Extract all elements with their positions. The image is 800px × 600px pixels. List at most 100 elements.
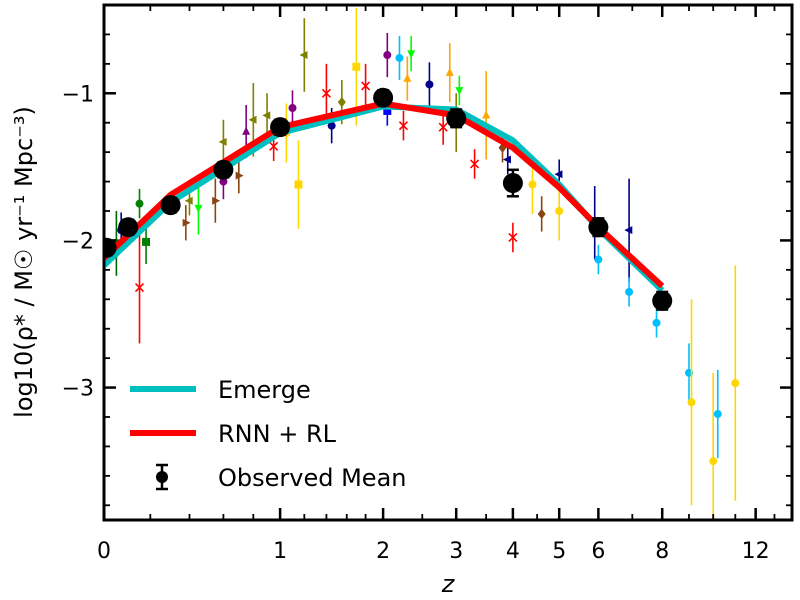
x-tick-label: 0 bbox=[97, 539, 111, 564]
observation-marker bbox=[470, 159, 480, 169]
observation-point bbox=[182, 205, 191, 241]
observation-marker bbox=[361, 81, 371, 91]
observation-marker bbox=[248, 115, 257, 124]
observation-point bbox=[731, 265, 740, 501]
y-tick-label: −3 bbox=[62, 377, 94, 402]
observation-marker bbox=[482, 110, 491, 119]
legend-label: Emerge bbox=[218, 376, 311, 404]
observation-marker bbox=[218, 137, 227, 146]
observation-point bbox=[352, 7, 361, 126]
observed-mean-marker bbox=[373, 87, 394, 108]
observation-marker bbox=[294, 180, 303, 189]
observation-marker bbox=[142, 237, 151, 246]
observation-marker bbox=[445, 67, 454, 76]
observation-marker bbox=[398, 121, 409, 131]
observed-mean-marker bbox=[502, 173, 523, 194]
observation-point bbox=[407, 35, 416, 72]
observation-marker bbox=[455, 87, 464, 96]
observation-marker bbox=[242, 126, 251, 135]
legend: Emerge RNN + RL Observed Mean bbox=[130, 376, 406, 492]
observation-marker bbox=[709, 457, 718, 466]
plot-area bbox=[104, 7, 740, 520]
observed-mean-point bbox=[446, 108, 467, 129]
observation-point bbox=[395, 35, 404, 81]
observation-point bbox=[218, 119, 227, 164]
x-tick-label: 2 bbox=[376, 539, 390, 564]
observation-marker bbox=[554, 170, 563, 179]
observation-marker bbox=[528, 180, 537, 189]
x-tick-label: 5 bbox=[552, 539, 566, 564]
observation-point bbox=[652, 308, 661, 338]
observation-marker bbox=[269, 141, 279, 151]
observation-marker bbox=[337, 96, 346, 108]
observed-mean-point bbox=[160, 195, 181, 216]
observation-marker bbox=[687, 398, 696, 407]
observed-mean-marker bbox=[213, 159, 234, 180]
observation-point bbox=[713, 369, 722, 459]
emerge-line bbox=[104, 103, 665, 293]
observation-marker bbox=[555, 207, 564, 215]
x-tick-label: 8 bbox=[655, 539, 669, 564]
observation-marker bbox=[327, 121, 336, 130]
observation-point bbox=[425, 62, 434, 107]
x-tick-label: 1 bbox=[273, 539, 287, 564]
observation-point bbox=[383, 32, 392, 78]
observation-point bbox=[194, 181, 203, 235]
observed-mean-marker bbox=[446, 108, 467, 129]
legend-label: RNN + RL bbox=[218, 420, 337, 448]
legend-observed-marker bbox=[156, 471, 168, 483]
observation-marker bbox=[403, 73, 412, 82]
observed-mean-marker bbox=[588, 217, 609, 238]
observed-mean-point bbox=[502, 168, 523, 198]
plot-frame bbox=[102, 3, 794, 522]
observed-mean-point bbox=[118, 217, 139, 238]
observation-marker bbox=[383, 106, 392, 115]
observation-point bbox=[537, 196, 546, 232]
observation-point bbox=[398, 110, 409, 141]
x-tick-label: 4 bbox=[506, 539, 520, 564]
observation-point bbox=[470, 149, 480, 179]
observation-point bbox=[624, 178, 633, 282]
observation-marker bbox=[212, 196, 221, 205]
observation-point bbox=[482, 71, 491, 160]
observation-marker bbox=[713, 410, 722, 419]
observation-marker bbox=[395, 53, 404, 62]
observation-marker bbox=[352, 62, 361, 71]
observation-marker bbox=[299, 51, 308, 60]
observation-point bbox=[455, 75, 464, 106]
observation-point bbox=[135, 188, 144, 219]
observed-mean-point bbox=[373, 87, 394, 108]
observation-point bbox=[709, 372, 718, 520]
observation-marker bbox=[731, 379, 740, 388]
observation-marker bbox=[652, 318, 661, 327]
observation-marker bbox=[194, 204, 203, 213]
observation-marker bbox=[537, 208, 546, 220]
observation-point bbox=[235, 158, 244, 194]
observation-point bbox=[445, 43, 454, 103]
legend-label: Observed Mean bbox=[218, 464, 406, 492]
observation-point bbox=[594, 244, 603, 275]
observation-marker bbox=[288, 104, 297, 112]
observation-marker bbox=[594, 255, 603, 264]
observation-marker bbox=[235, 171, 244, 180]
observation-point bbox=[625, 277, 634, 307]
observation-point bbox=[508, 222, 518, 253]
observation-marker bbox=[425, 80, 434, 89]
observation-marker bbox=[508, 232, 518, 243]
observation-point bbox=[403, 56, 412, 101]
observed-mean-marker bbox=[118, 217, 139, 238]
observed-mean-point bbox=[588, 217, 609, 238]
observation-marker bbox=[625, 287, 634, 296]
observation-point bbox=[262, 93, 271, 138]
observation-point bbox=[212, 178, 221, 223]
observed-mean-point bbox=[213, 159, 234, 180]
observation-marker bbox=[184, 196, 193, 205]
observation-point bbox=[687, 299, 696, 506]
observation-marker bbox=[407, 50, 416, 59]
observation-point bbox=[288, 90, 297, 126]
y-tick-label: −1 bbox=[62, 82, 94, 107]
observation-marker bbox=[262, 111, 271, 120]
observation-point bbox=[321, 63, 331, 123]
x-axis-label: z bbox=[441, 570, 456, 598]
